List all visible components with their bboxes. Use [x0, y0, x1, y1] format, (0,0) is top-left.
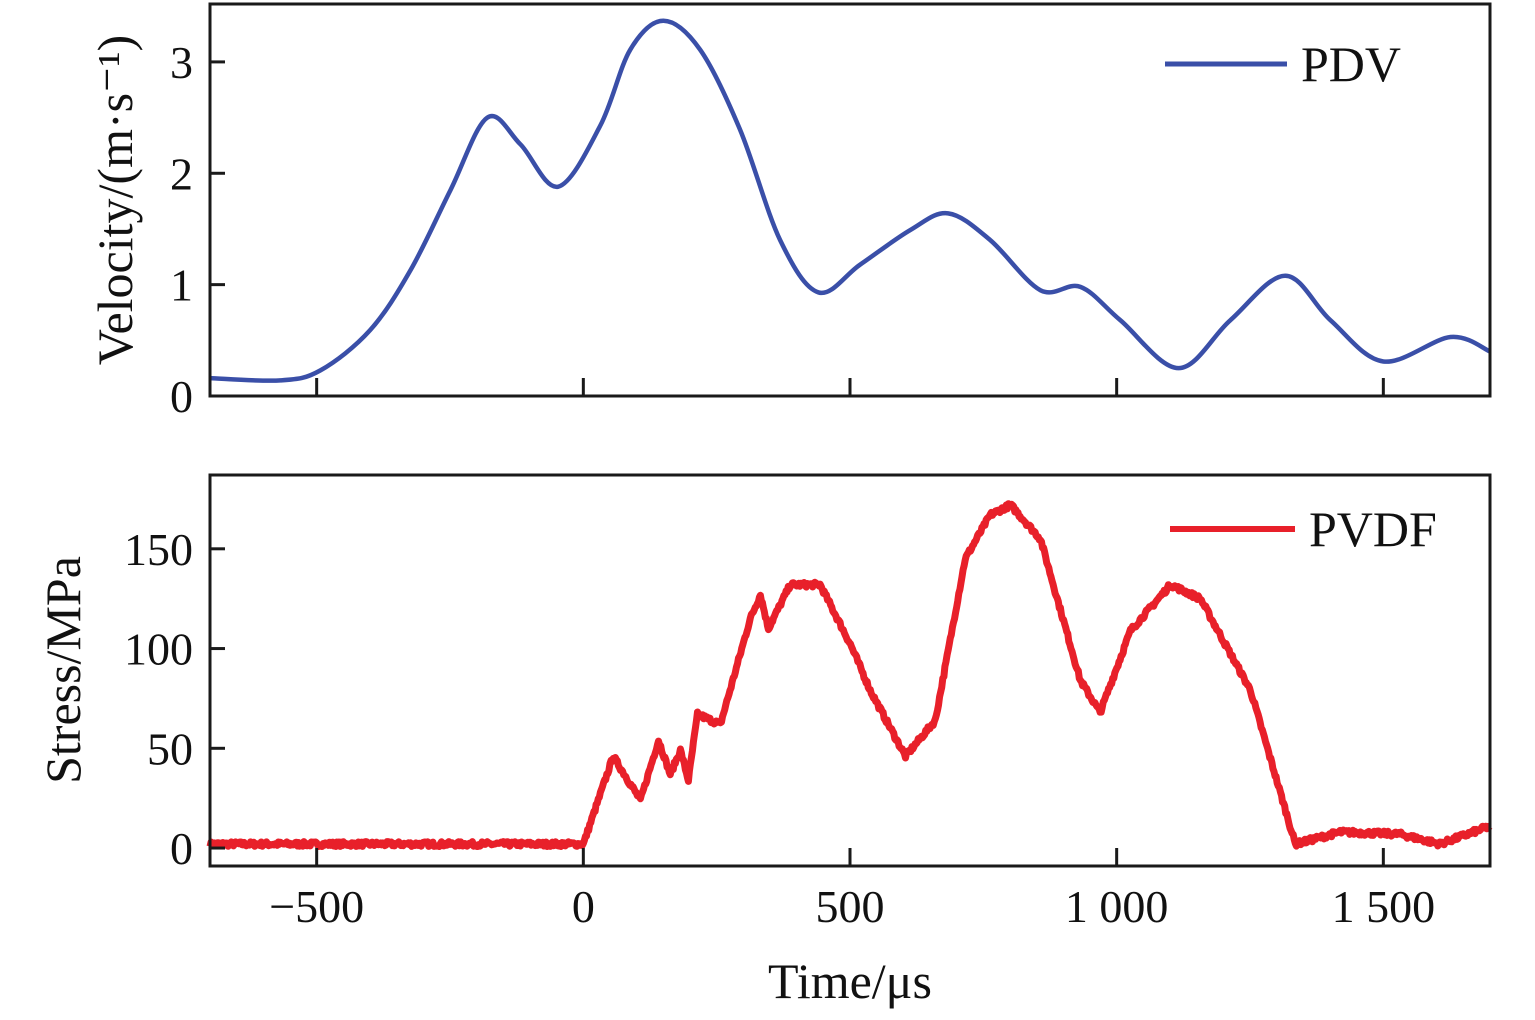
y-tick-label: 1	[170, 260, 193, 311]
plot-frame	[208, 2, 1492, 398]
legend-label-pvdf: PVDF	[1309, 501, 1437, 557]
velocity-y-axis-title: Velocity/(m·s⁻¹)	[87, 35, 143, 365]
x-tick-label: 1 500	[1332, 881, 1436, 932]
x-axis-title: Time/μs	[768, 953, 932, 1009]
y-tick-label: 3	[170, 37, 193, 88]
x-tick-label: −500	[269, 881, 364, 932]
stress-panel: PVDF −500 0 500 1 000 1 500 0 50 100 150	[124, 473, 1493, 932]
plot-frame	[208, 473, 1492, 868]
x-tick-label: 500	[816, 881, 885, 932]
y-tick-label: 0	[170, 823, 193, 874]
x-tick-label: 0	[572, 881, 595, 932]
legend-label-pdv: PDV	[1301, 36, 1401, 92]
y-tick-label: 50	[147, 723, 193, 774]
y-tick-label: 100	[124, 624, 193, 675]
stress-y-axis-title: Stress/MPa	[35, 556, 91, 784]
y-tick-label: 150	[124, 524, 193, 575]
y-tick-label: 2	[170, 148, 193, 199]
x-tick-label: 1 000	[1065, 881, 1169, 932]
series-line-pdv	[209, 18, 1491, 383]
y-tick-label: 0	[170, 371, 193, 422]
velocity-panel: PDV 0 1 2 3	[170, 2, 1492, 422]
series-line-pvdf	[206, 500, 1493, 850]
